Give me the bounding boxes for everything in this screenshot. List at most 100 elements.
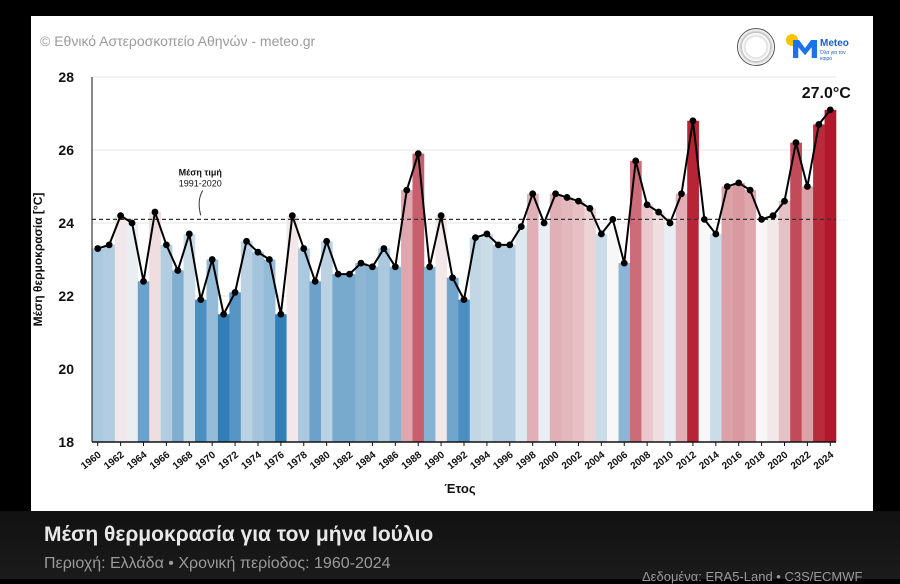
x-tick-label: 1980 bbox=[308, 449, 333, 472]
bar-1973 bbox=[240, 241, 253, 442]
point-1966 bbox=[163, 241, 170, 249]
last-value-label: 27.0°C bbox=[802, 85, 852, 102]
footer-source: Δεδομένα: ERA5-Land • C3S/ECMWF bbox=[642, 569, 863, 584]
point-1984 bbox=[369, 263, 376, 271]
bar-1996 bbox=[504, 244, 516, 442]
point-2000 bbox=[552, 190, 559, 198]
bar-1963 bbox=[126, 223, 139, 442]
x-tick-label: 2006 bbox=[606, 449, 631, 472]
bar-1994 bbox=[481, 233, 493, 442]
bar-1961 bbox=[103, 244, 116, 442]
bar-1976 bbox=[275, 314, 287, 442]
point-2020 bbox=[781, 197, 788, 205]
bar-1969 bbox=[195, 299, 207, 442]
x-tick-label: 1974 bbox=[240, 449, 265, 472]
bar-2016 bbox=[732, 182, 745, 442]
x-tick-label: 1970 bbox=[194, 449, 219, 472]
x-tick-label: 1982 bbox=[331, 449, 356, 472]
x-tick-label: 1988 bbox=[400, 449, 425, 472]
point-1983 bbox=[357, 259, 365, 267]
y-tick-label: 18 bbox=[58, 434, 74, 450]
point-2002 bbox=[575, 197, 582, 205]
bar-1984 bbox=[366, 266, 379, 442]
point-1987 bbox=[403, 186, 411, 194]
bar-2021 bbox=[790, 142, 802, 442]
point-2014 bbox=[712, 230, 720, 238]
point-1994 bbox=[483, 230, 491, 238]
point-1961 bbox=[105, 241, 113, 249]
bar-2003 bbox=[584, 208, 596, 442]
bar-2008 bbox=[641, 204, 654, 442]
point-1991 bbox=[449, 274, 456, 282]
x-tick-label: 2010 bbox=[652, 449, 677, 472]
x-tick-label: 2008 bbox=[629, 449, 654, 472]
x-tick-label: 1994 bbox=[468, 449, 493, 472]
point-1972 bbox=[231, 288, 239, 296]
point-2007 bbox=[632, 157, 640, 165]
point-1992 bbox=[460, 296, 468, 304]
point-1962 bbox=[117, 212, 125, 220]
point-2005 bbox=[609, 215, 617, 223]
point-2010 bbox=[666, 219, 674, 227]
meteo-logo-tagline: Όλα για τον καιρό bbox=[820, 50, 846, 62]
bar-1979 bbox=[309, 281, 322, 442]
copyright-text: © Εθνικό Αστεροσκοπείο Αθηνών - meteo.gr bbox=[40, 33, 316, 49]
mean-label-pointer bbox=[198, 190, 204, 216]
observatory-seal-logo bbox=[737, 28, 775, 66]
x-tick-label: 1976 bbox=[262, 449, 287, 472]
point-2024 bbox=[826, 106, 834, 114]
point-2021 bbox=[792, 139, 800, 147]
x-tick-label: 2022 bbox=[789, 449, 814, 472]
bar-2011 bbox=[675, 193, 688, 442]
x-tick-label: 2012 bbox=[674, 449, 699, 472]
x-tick-label: 2020 bbox=[766, 449, 791, 472]
bar-2018 bbox=[755, 219, 768, 442]
point-2011 bbox=[678, 190, 685, 198]
x-tick-label: 2000 bbox=[537, 449, 562, 472]
point-2018 bbox=[758, 215, 765, 223]
point-1995 bbox=[494, 241, 502, 249]
bar-2022 bbox=[801, 186, 814, 442]
x-tick-labels: 1960196219641966196819701972197419761978… bbox=[79, 442, 836, 472]
x-tick-label: 2024 bbox=[812, 449, 837, 472]
y-tick-label: 28 bbox=[58, 69, 74, 85]
bar-1985 bbox=[378, 248, 390, 442]
x-tick-label: 2018 bbox=[743, 449, 768, 472]
point-1982 bbox=[346, 270, 353, 278]
bar-1966 bbox=[160, 244, 173, 442]
x-tick-label: 1972 bbox=[217, 449, 242, 472]
bar-1972 bbox=[229, 292, 242, 442]
point-1968 bbox=[185, 230, 193, 238]
y-axis-label: Μέση θερμοκρασία [°C] bbox=[31, 193, 45, 327]
x-tick-label: 1964 bbox=[125, 449, 150, 472]
point-1978 bbox=[300, 245, 308, 252]
bar-2004 bbox=[595, 233, 608, 442]
x-tick-label: 2002 bbox=[560, 449, 585, 472]
meteo-logo-word: Meteo bbox=[820, 38, 849, 49]
bar-1968 bbox=[183, 233, 196, 442]
bar-2017 bbox=[744, 190, 757, 442]
point-1985 bbox=[380, 245, 388, 252]
bar-1978 bbox=[298, 248, 310, 442]
x-tick-label: 1962 bbox=[102, 449, 127, 472]
bar-1980 bbox=[320, 241, 333, 442]
bar-series bbox=[92, 109, 837, 443]
point-1993 bbox=[472, 234, 479, 242]
x-tick-label: 1998 bbox=[514, 449, 539, 472]
temperature-line-series bbox=[94, 106, 834, 318]
bar-1989 bbox=[423, 266, 436, 442]
bar-1965 bbox=[149, 212, 161, 442]
point-1967 bbox=[174, 267, 182, 274]
footer-band bbox=[0, 511, 900, 579]
point-2017 bbox=[746, 186, 754, 194]
bar-2006 bbox=[618, 263, 631, 442]
point-2006 bbox=[620, 259, 628, 267]
bar-2019 bbox=[767, 215, 780, 442]
point-2019 bbox=[769, 212, 777, 220]
bar-1986 bbox=[389, 266, 402, 442]
x-axis-label: Έτος bbox=[444, 481, 475, 496]
point-1990 bbox=[437, 212, 445, 220]
bar-1993 bbox=[469, 237, 482, 442]
bar-2002 bbox=[572, 201, 585, 442]
point-2008 bbox=[643, 201, 651, 209]
